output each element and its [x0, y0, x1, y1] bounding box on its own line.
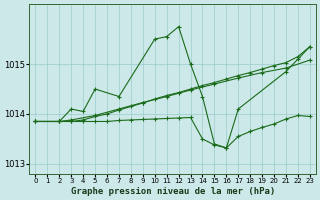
X-axis label: Graphe pression niveau de la mer (hPa): Graphe pression niveau de la mer (hPa): [70, 187, 275, 196]
